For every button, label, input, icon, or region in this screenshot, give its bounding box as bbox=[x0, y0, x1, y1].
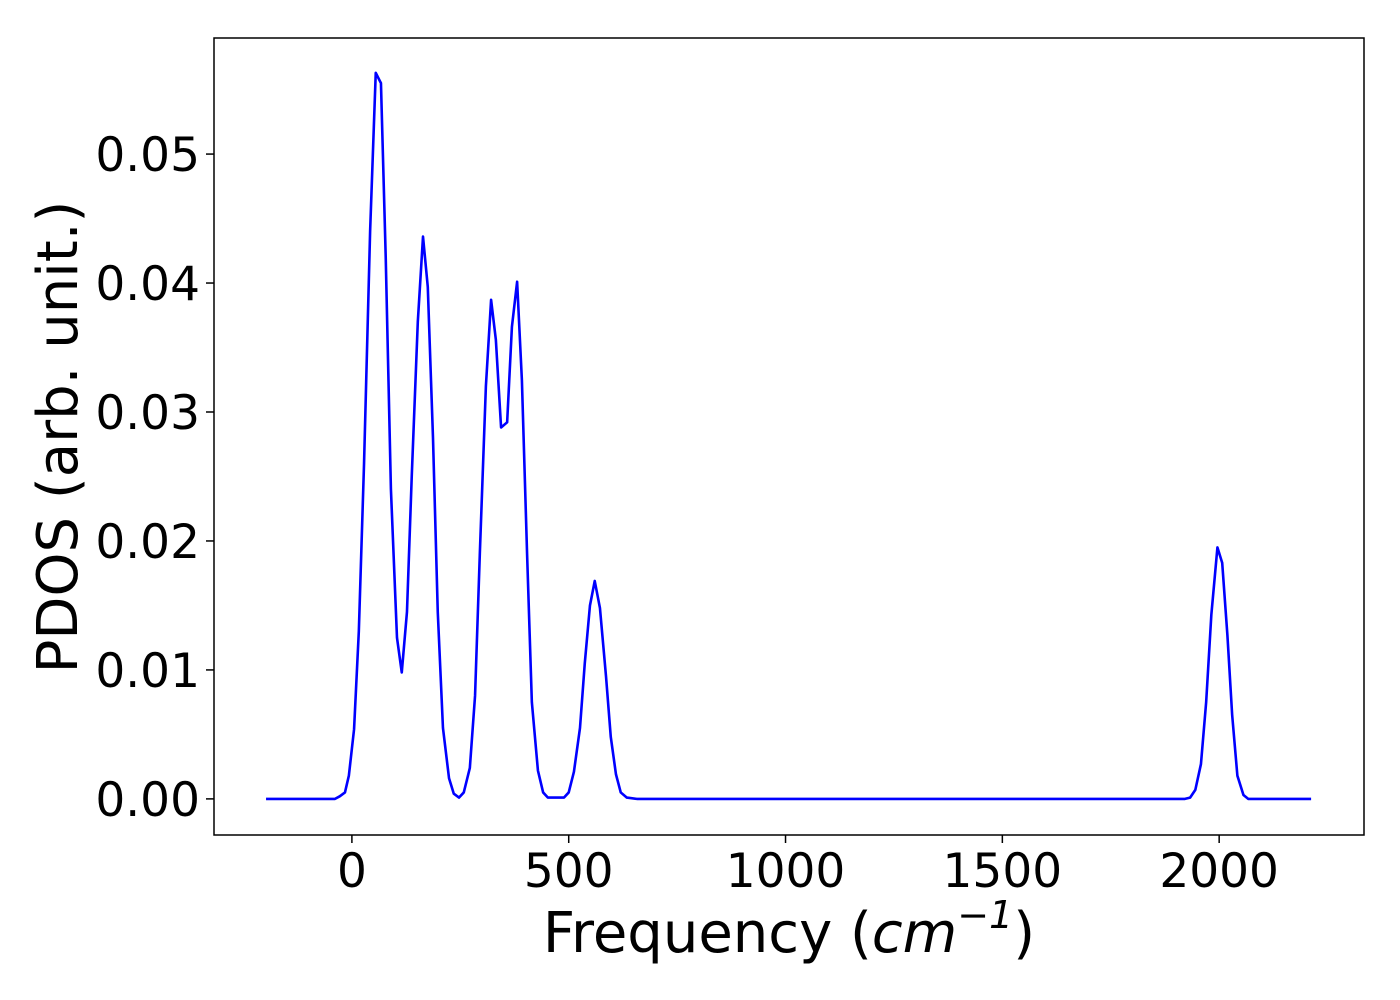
x-tick-label: 0 bbox=[337, 844, 367, 899]
plot-frame bbox=[213, 37, 1365, 836]
x-tick-label: 1500 bbox=[943, 844, 1063, 899]
y-tick-label: 0.05 bbox=[95, 128, 200, 183]
x-label-text: Frequency ( bbox=[543, 901, 872, 966]
y-tick-label: 0.02 bbox=[95, 515, 200, 570]
x-label-close: ) bbox=[1013, 901, 1035, 966]
x-tick-label: 2000 bbox=[1159, 844, 1279, 899]
y-tick-label: 0.04 bbox=[95, 257, 200, 312]
x-tick-label: 1000 bbox=[726, 844, 846, 899]
y-tick-label: 0.03 bbox=[95, 386, 200, 441]
data-line bbox=[266, 71, 1312, 801]
x-label-exponent: −1 bbox=[957, 893, 1013, 937]
y-tick-label: 0.00 bbox=[95, 773, 200, 828]
x-label-unit: cm bbox=[872, 901, 957, 966]
x-tick-label: 500 bbox=[524, 844, 614, 899]
y-axis-label: PDOS (arb. unit.) bbox=[26, 201, 91, 674]
y-tick-label: 0.01 bbox=[95, 644, 200, 699]
x-axis-label: Frequency (cm−1) bbox=[543, 893, 1035, 966]
